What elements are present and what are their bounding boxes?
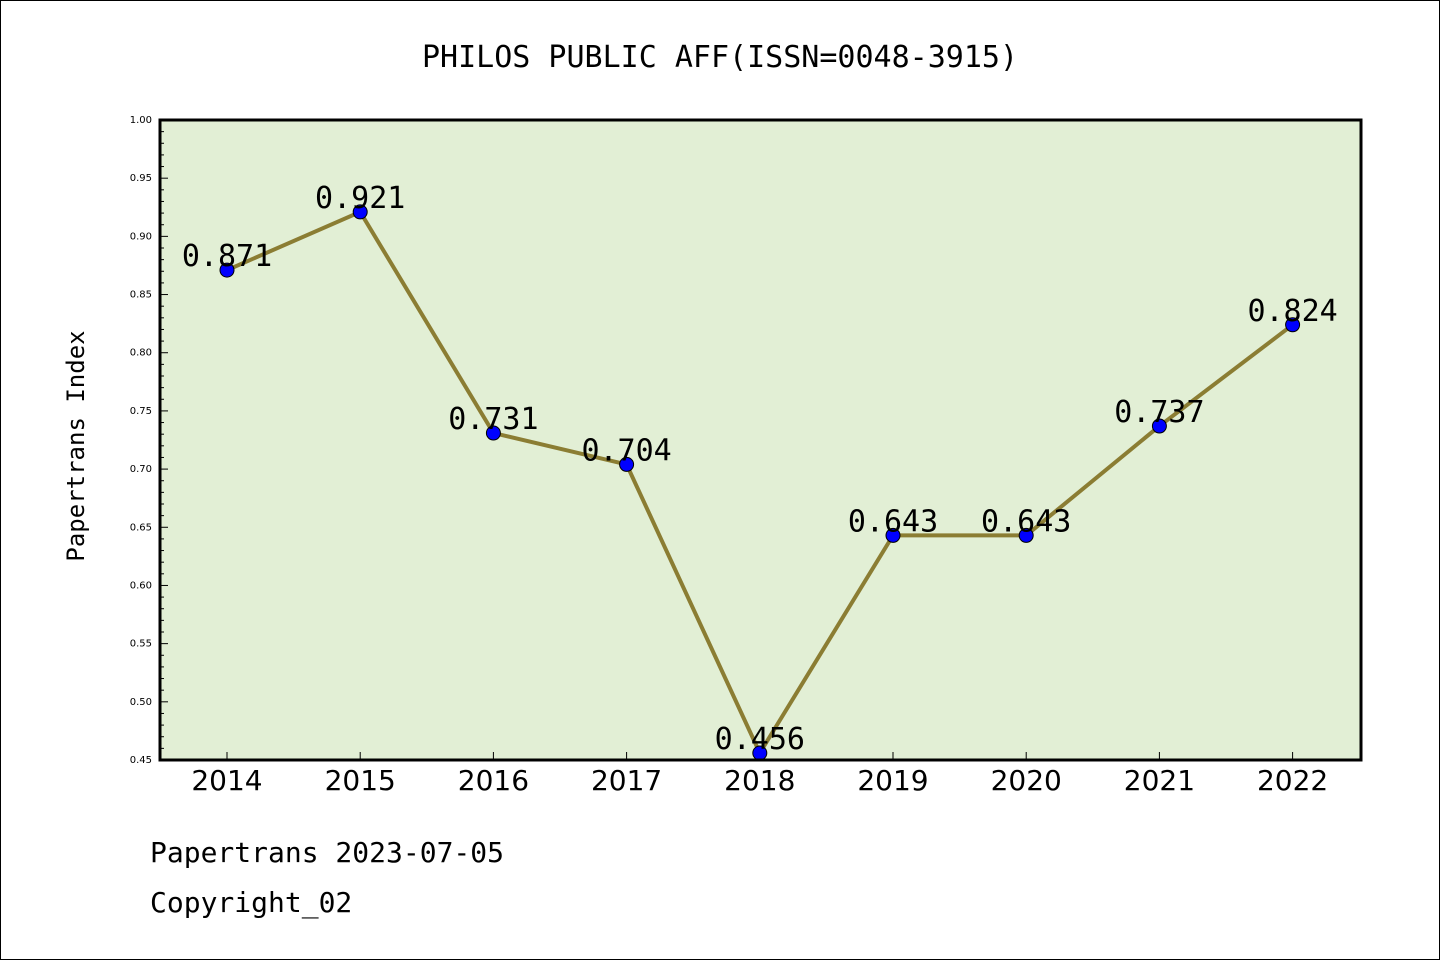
data-markers (219, 204, 1301, 761)
chart-title: PHILOS PUBLIC AFF(ISSN=0048-3915) (422, 40, 1018, 75)
y-tick-label: 0.85 (130, 290, 152, 301)
y-tick-label: 1.00 (130, 115, 152, 126)
footer-copyright: Copyright_02 (150, 886, 353, 919)
data-label: 0.643 (848, 504, 938, 539)
data-label: 0.643 (981, 504, 1071, 539)
footer-date: Papertrans 2023-07-05 (150, 836, 505, 869)
y-tick-label: 0.50 (130, 697, 152, 708)
x-tick-label: 2017 (591, 764, 662, 797)
plot-border (158, 118, 1363, 762)
y-tick-label: 0.90 (130, 231, 152, 242)
x-tick-label: 2022 (1257, 764, 1328, 797)
y-axis-label: Papertrans Index (62, 330, 90, 561)
data-point (619, 456, 635, 472)
y-tick-label: 0.65 (130, 522, 152, 533)
y-tick-label: 0.60 (130, 580, 152, 591)
x-tick-label: 2021 (1124, 764, 1195, 797)
x-tick-label: 2014 (191, 764, 262, 797)
y-tick-label: 0.80 (130, 348, 152, 359)
data-point (485, 425, 501, 441)
data-point (885, 527, 901, 543)
data-point (1285, 317, 1301, 333)
x-tick-label: 2018 (724, 764, 795, 797)
x-tick-label: 2019 (857, 764, 928, 797)
data-label: 0.921 (315, 181, 405, 216)
data-label: 0.704 (581, 433, 671, 468)
y-tick-label: 0.95 (130, 173, 152, 184)
data-label: 0.737 (1114, 395, 1204, 430)
x-tick-label: 2016 (458, 764, 529, 797)
plot-area (160, 120, 1361, 760)
y-tick-label: 0.55 (130, 639, 152, 650)
x-tick-label: 2015 (325, 764, 396, 797)
data-point (219, 262, 235, 278)
data-point (352, 204, 368, 220)
data-labels: 0.871 0.921 0.731 0.704 0.456 0.643 0.643 0.737… (182, 181, 1338, 757)
x-tick-label: 2020 (991, 764, 1062, 797)
data-point (1151, 418, 1167, 434)
data-label: 0.871 (182, 239, 272, 274)
data-label: 0.731 (448, 402, 538, 437)
data-label: 0.456 (715, 722, 805, 757)
data-label: 0.824 (1247, 294, 1337, 329)
x-axis-ticks: 2014 2015 2016 2017 2018 2019 2020 2021 2022 (191, 752, 1328, 797)
data-point (1018, 527, 1034, 543)
y-tick-label: 0.45 (130, 755, 152, 766)
y-tick-label: 0.75 (130, 406, 152, 417)
y-tick-label: 0.70 (130, 464, 152, 475)
